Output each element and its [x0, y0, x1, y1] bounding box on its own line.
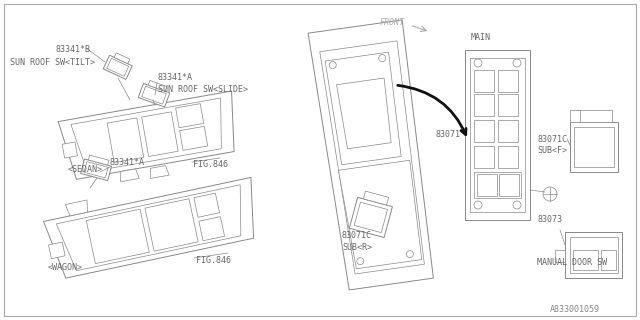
Polygon shape	[555, 250, 565, 262]
Polygon shape	[320, 41, 424, 274]
Polygon shape	[474, 94, 494, 116]
Polygon shape	[349, 197, 392, 237]
Text: SUN ROOF SW<SLIDE>: SUN ROOF SW<SLIDE>	[158, 85, 248, 94]
Polygon shape	[103, 55, 132, 79]
Text: 83341*B: 83341*B	[56, 45, 91, 54]
Polygon shape	[142, 86, 166, 104]
Text: 83341*A: 83341*A	[158, 73, 193, 82]
Polygon shape	[65, 200, 88, 216]
Polygon shape	[148, 80, 167, 91]
Polygon shape	[574, 127, 614, 167]
Polygon shape	[180, 126, 208, 150]
Polygon shape	[150, 166, 169, 179]
Polygon shape	[120, 169, 140, 182]
Polygon shape	[477, 174, 497, 196]
Polygon shape	[71, 98, 221, 172]
Polygon shape	[498, 94, 518, 116]
Polygon shape	[354, 202, 387, 233]
Polygon shape	[49, 242, 65, 259]
Polygon shape	[325, 52, 401, 165]
Polygon shape	[84, 162, 108, 178]
Polygon shape	[107, 58, 129, 76]
Polygon shape	[175, 104, 204, 128]
Polygon shape	[108, 118, 144, 163]
Polygon shape	[62, 142, 77, 158]
Polygon shape	[498, 120, 518, 142]
Text: SUB<R>: SUB<R>	[342, 243, 372, 252]
Polygon shape	[81, 159, 111, 181]
Polygon shape	[364, 191, 388, 205]
Polygon shape	[114, 53, 130, 64]
Polygon shape	[308, 20, 433, 290]
Polygon shape	[499, 174, 519, 196]
Polygon shape	[474, 70, 494, 92]
Polygon shape	[570, 122, 618, 172]
Text: FIG.846: FIG.846	[196, 256, 231, 265]
Polygon shape	[194, 193, 220, 217]
Polygon shape	[498, 70, 518, 92]
Polygon shape	[470, 58, 525, 212]
Polygon shape	[138, 84, 170, 107]
Polygon shape	[570, 237, 618, 273]
Text: 83071: 83071	[435, 130, 460, 139]
Text: SUB<F>: SUB<F>	[537, 146, 567, 155]
Text: 83071C: 83071C	[342, 231, 372, 240]
Polygon shape	[86, 209, 149, 264]
Polygon shape	[141, 112, 178, 156]
Text: FRONT: FRONT	[380, 18, 405, 27]
Text: 83073: 83073	[537, 215, 562, 224]
Text: 83341*A: 83341*A	[110, 158, 145, 167]
Text: 83071C: 83071C	[537, 135, 567, 144]
Text: MANUAL DOOR SW: MANUAL DOOR SW	[537, 258, 607, 267]
Text: <SEDAN>: <SEDAN>	[68, 165, 103, 174]
Polygon shape	[601, 250, 616, 270]
Polygon shape	[576, 110, 612, 122]
Polygon shape	[56, 185, 241, 271]
Text: SUN ROOF SW<TILT>: SUN ROOF SW<TILT>	[10, 58, 95, 67]
Text: MAIN: MAIN	[471, 33, 491, 42]
Polygon shape	[474, 172, 521, 198]
Polygon shape	[474, 146, 494, 168]
Text: A833001059: A833001059	[550, 305, 600, 314]
Polygon shape	[570, 110, 580, 122]
Polygon shape	[337, 78, 391, 149]
Polygon shape	[474, 120, 494, 142]
Polygon shape	[199, 217, 225, 241]
Polygon shape	[44, 177, 253, 278]
Polygon shape	[58, 91, 234, 179]
Text: <WAGON>: <WAGON>	[48, 263, 83, 272]
Polygon shape	[88, 155, 109, 165]
Polygon shape	[498, 146, 518, 168]
Polygon shape	[465, 50, 530, 220]
Polygon shape	[573, 250, 598, 270]
Polygon shape	[145, 199, 198, 251]
Text: FIG.846: FIG.846	[193, 160, 228, 169]
Polygon shape	[565, 232, 622, 278]
Polygon shape	[339, 160, 422, 269]
